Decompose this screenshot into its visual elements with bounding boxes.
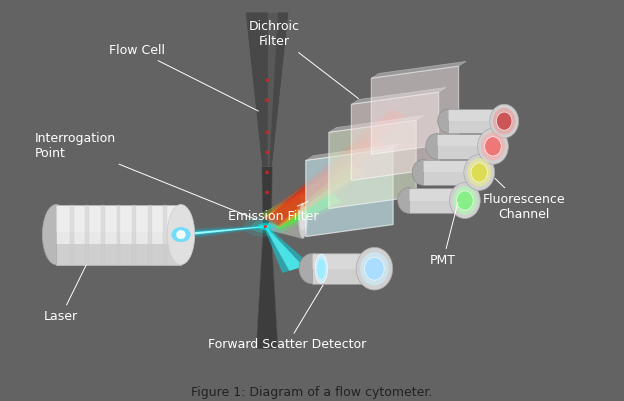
Bar [448, 110, 504, 121]
Text: Laser: Laser [44, 265, 86, 323]
Polygon shape [264, 188, 341, 229]
Text: Forward Scatter Detector: Forward Scatter Detector [208, 285, 366, 351]
Polygon shape [306, 148, 393, 237]
Polygon shape [256, 235, 278, 349]
Ellipse shape [481, 132, 505, 160]
Polygon shape [265, 136, 386, 227]
Ellipse shape [453, 186, 477, 215]
Ellipse shape [263, 225, 267, 228]
Ellipse shape [360, 252, 389, 286]
Bar [312, 253, 374, 284]
Ellipse shape [263, 225, 267, 228]
Polygon shape [261, 135, 389, 228]
Ellipse shape [457, 191, 473, 210]
Bar [56, 206, 181, 232]
Polygon shape [329, 120, 416, 209]
Bar [163, 205, 167, 265]
Ellipse shape [464, 154, 495, 190]
Ellipse shape [318, 259, 326, 279]
Polygon shape [245, 12, 289, 166]
Ellipse shape [172, 227, 190, 242]
Polygon shape [180, 226, 265, 237]
Ellipse shape [471, 163, 487, 182]
Bar [423, 161, 479, 172]
Ellipse shape [265, 191, 269, 194]
Ellipse shape [426, 134, 448, 159]
Bar [117, 205, 120, 265]
Bar [448, 109, 504, 133]
Text: Fluorescence
Channel: Fluorescence Channel [483, 178, 565, 221]
Polygon shape [263, 162, 364, 227]
Bar [85, 205, 89, 265]
Bar [56, 244, 181, 265]
Polygon shape [268, 194, 303, 239]
Text: PMT: PMT [430, 203, 458, 267]
Ellipse shape [265, 98, 269, 102]
Ellipse shape [485, 137, 501, 156]
Text: Interrogation
Point: Interrogation Point [34, 132, 256, 219]
Bar [70, 205, 74, 265]
Bar [437, 135, 493, 146]
Polygon shape [265, 227, 303, 271]
Ellipse shape [497, 112, 512, 130]
Polygon shape [329, 115, 424, 132]
Ellipse shape [265, 151, 269, 154]
Ellipse shape [364, 257, 384, 280]
Ellipse shape [167, 205, 195, 265]
Polygon shape [351, 92, 439, 180]
Polygon shape [264, 226, 311, 273]
Text: Emission Filter: Emission Filter [228, 202, 318, 223]
Ellipse shape [315, 254, 328, 283]
Bar [56, 205, 181, 265]
Ellipse shape [261, 225, 269, 229]
Ellipse shape [412, 160, 434, 185]
Ellipse shape [251, 220, 279, 233]
Ellipse shape [42, 205, 70, 265]
Ellipse shape [397, 188, 420, 213]
Bar [423, 160, 479, 185]
Polygon shape [371, 61, 466, 78]
Ellipse shape [176, 230, 186, 239]
Ellipse shape [493, 108, 515, 134]
Ellipse shape [300, 203, 306, 231]
Polygon shape [260, 160, 367, 229]
Bar [409, 188, 465, 213]
Bar [132, 205, 136, 265]
Ellipse shape [477, 128, 509, 164]
Ellipse shape [299, 253, 325, 284]
Ellipse shape [258, 223, 273, 230]
Text: Flow Cell: Flow Cell [109, 44, 258, 111]
Ellipse shape [449, 182, 480, 219]
Polygon shape [371, 66, 459, 154]
Bar [437, 134, 493, 159]
Ellipse shape [298, 194, 308, 239]
Ellipse shape [438, 109, 458, 133]
Polygon shape [351, 87, 446, 104]
Ellipse shape [265, 171, 269, 174]
Ellipse shape [265, 78, 269, 82]
Ellipse shape [265, 130, 269, 134]
Bar [148, 205, 152, 265]
Polygon shape [268, 12, 278, 166]
Bar [312, 255, 374, 269]
Text: Figure 1: Diagram of a flow cytometer.: Figure 1: Diagram of a flow cytometer. [192, 386, 432, 399]
Ellipse shape [69, 257, 168, 266]
Text: Dichroic
Filter: Dichroic Filter [249, 20, 358, 99]
Polygon shape [306, 144, 401, 160]
Polygon shape [262, 166, 272, 235]
Polygon shape [181, 226, 265, 236]
Ellipse shape [467, 158, 491, 186]
Ellipse shape [490, 104, 519, 138]
Polygon shape [263, 108, 408, 227]
Ellipse shape [356, 247, 392, 290]
Bar [101, 205, 105, 265]
Bar [409, 189, 465, 200]
Polygon shape [265, 109, 406, 225]
Polygon shape [261, 185, 344, 232]
Ellipse shape [243, 216, 287, 237]
Polygon shape [180, 225, 265, 238]
Polygon shape [180, 225, 266, 241]
